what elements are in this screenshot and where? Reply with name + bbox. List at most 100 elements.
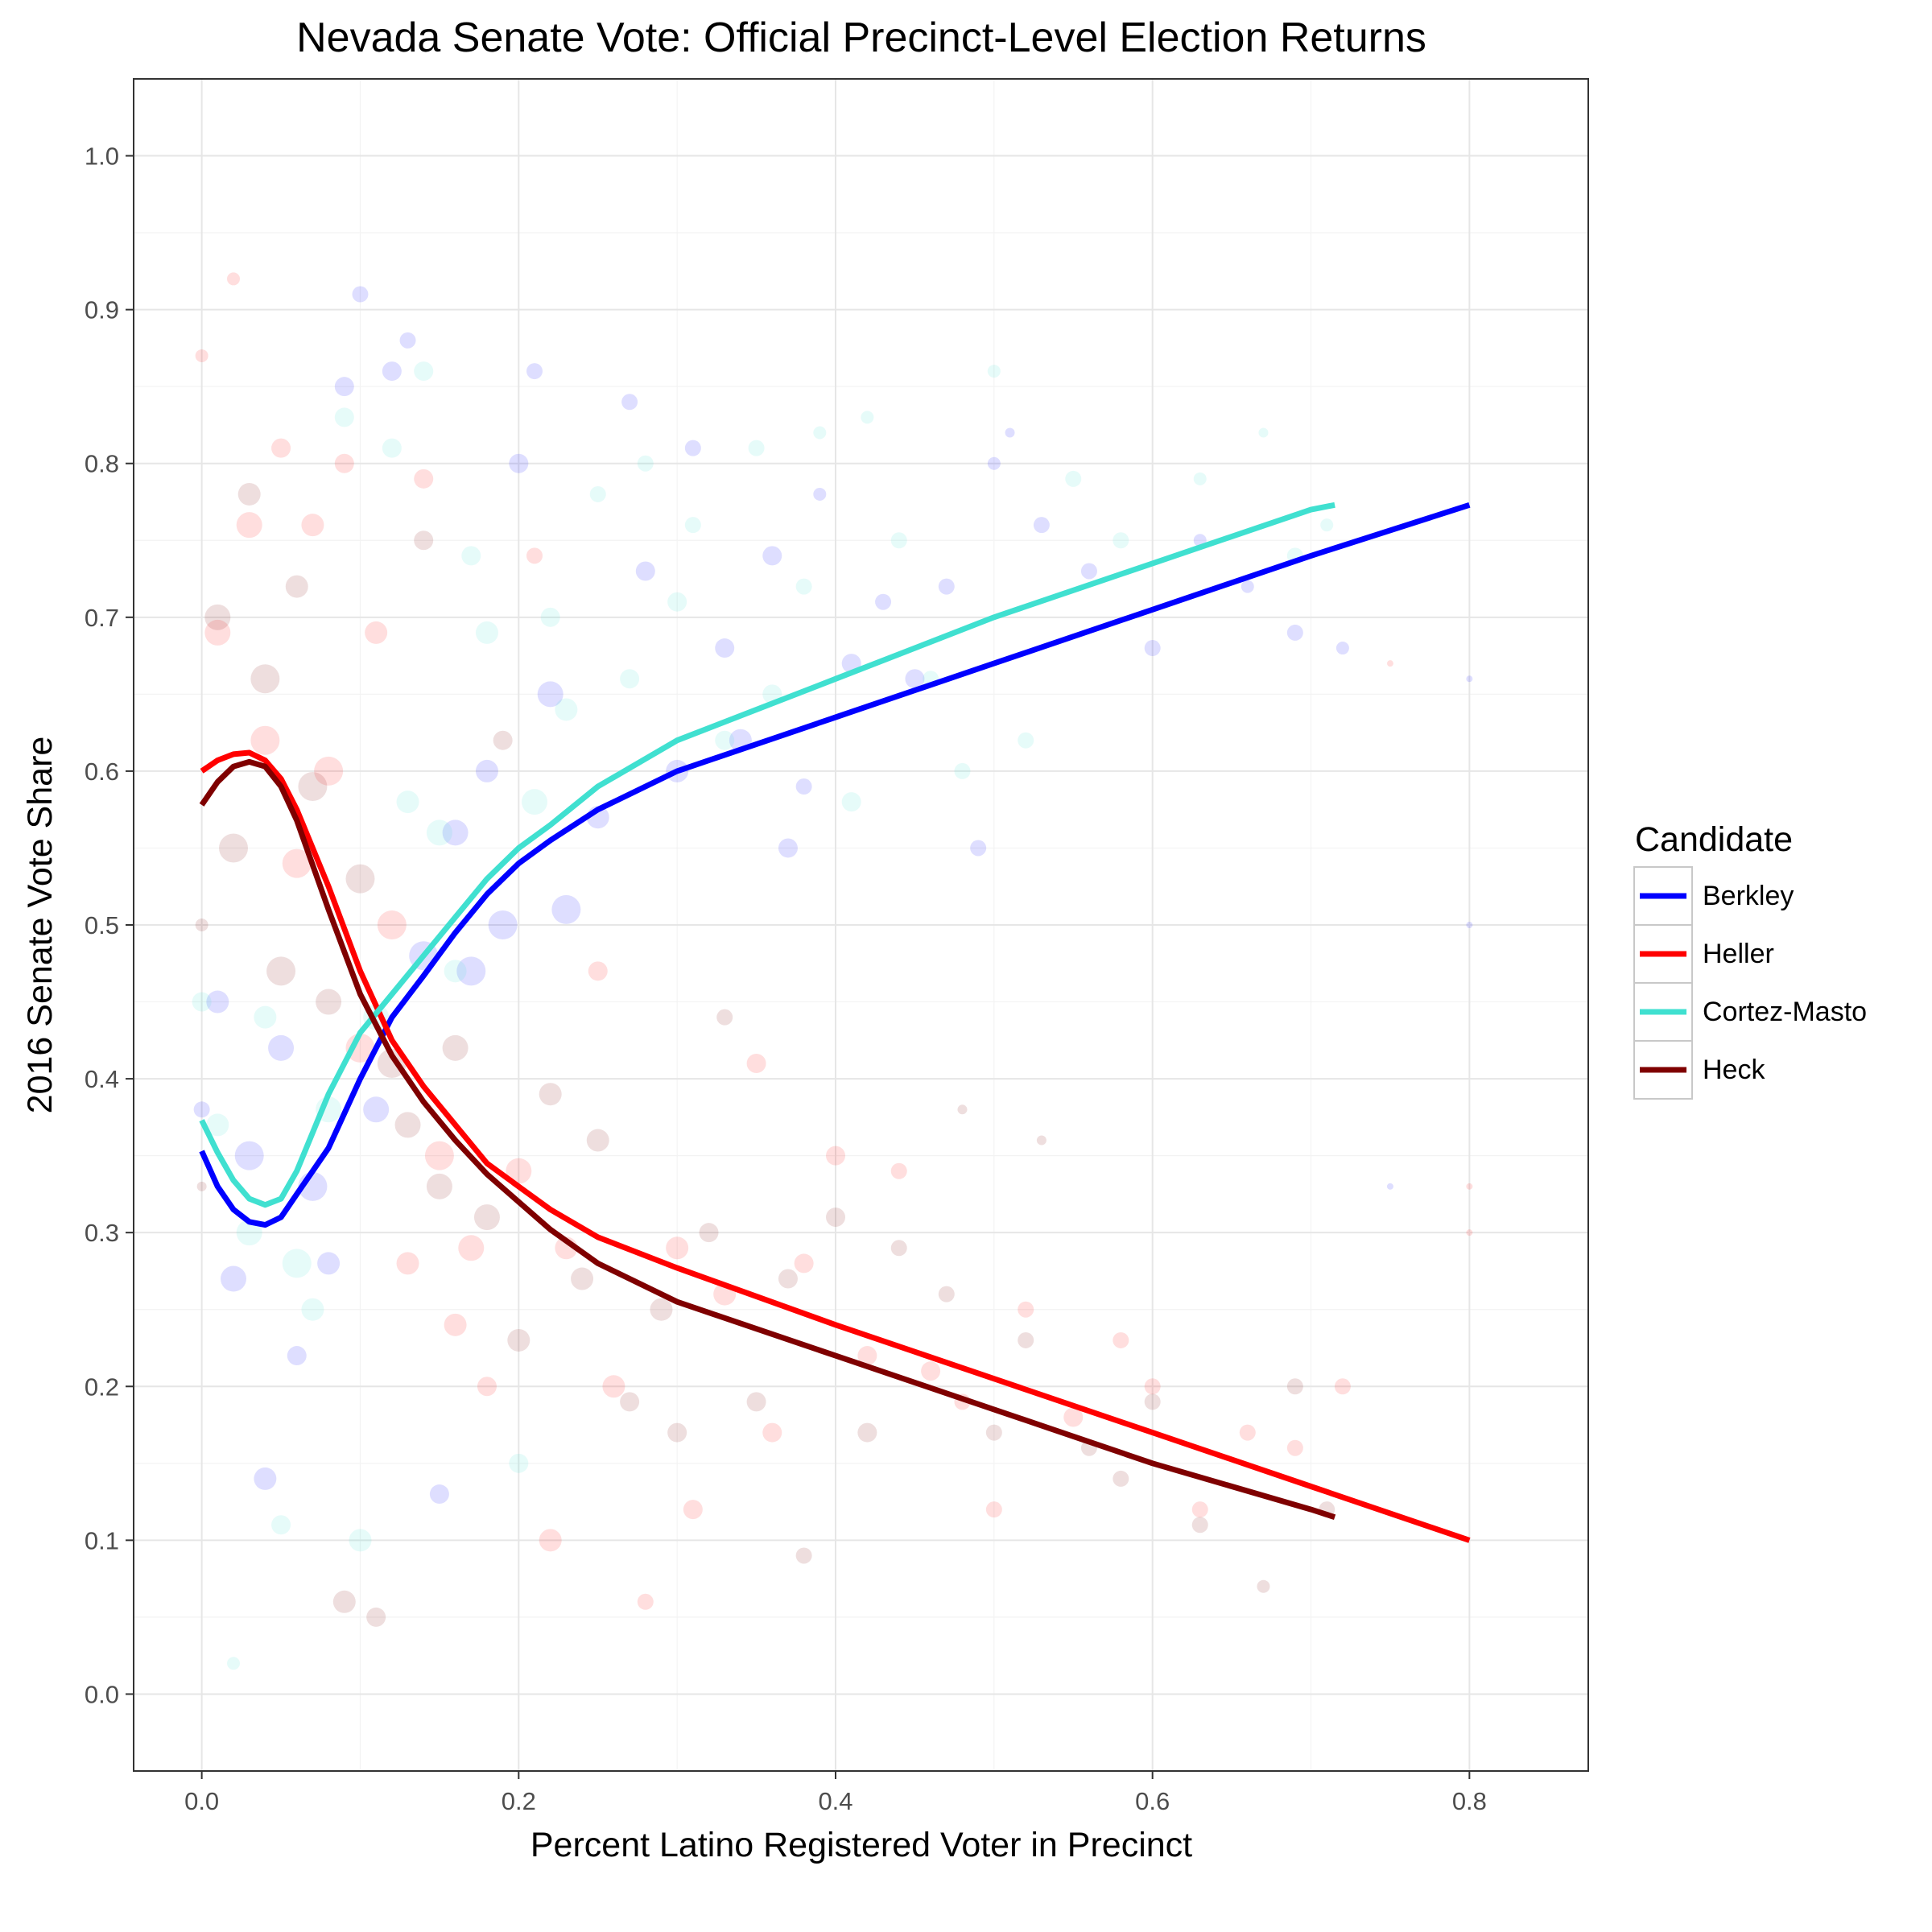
heller-point (424, 1141, 454, 1170)
heck-point (620, 1392, 640, 1412)
y-tick-label: 1.0 (85, 142, 119, 171)
berkley-point (509, 453, 529, 473)
heck-point (196, 1181, 207, 1191)
berkley-point (1241, 580, 1254, 593)
heller-point (271, 438, 291, 458)
cortez-masto-point (227, 1657, 241, 1670)
heck-point (219, 833, 249, 863)
berkley-point (987, 456, 1001, 470)
cortez-masto-point (1193, 472, 1207, 485)
heck-trend-line (199, 758, 1336, 1521)
berkley-point (287, 1346, 307, 1366)
berkley-point (621, 394, 638, 411)
heck-point (795, 1547, 812, 1564)
heck-point (586, 1129, 609, 1152)
berkley-point (221, 1265, 247, 1292)
berkley-point (537, 681, 564, 708)
x-tick-label: 0.8 (1452, 1787, 1487, 1815)
heck-point (414, 530, 434, 551)
cortez-masto-point (426, 819, 452, 846)
cortez-masto-point (684, 517, 701, 534)
heck-point (778, 1269, 798, 1289)
heck-point (1018, 1331, 1034, 1348)
berkley-point (635, 561, 655, 581)
berkley-point (1033, 517, 1050, 534)
cortez-masto-point (396, 791, 419, 814)
heck-point (507, 1328, 530, 1352)
legend-label-cortez-masto: Cortez-Masto (1703, 997, 1867, 1027)
cortez-masto-point (461, 546, 481, 566)
heller-point (414, 469, 434, 489)
berkley-point (382, 361, 402, 382)
berkley-point (206, 990, 229, 1013)
cortez-masto-point (555, 698, 578, 721)
heller-point (377, 910, 407, 939)
heck-point (426, 1173, 452, 1199)
heller-point (1286, 1439, 1303, 1456)
heller-point (1191, 1501, 1208, 1518)
legend-keys: Berkley Heller Cortez-Masto Heck (1633, 866, 1867, 1100)
heller-point (921, 1361, 941, 1381)
heck-point (493, 730, 513, 750)
berkley-point (352, 286, 369, 303)
berkley-point (1005, 427, 1015, 438)
cortez-masto-point (637, 455, 654, 472)
heck-point (571, 1267, 594, 1290)
berkley-point (795, 778, 812, 795)
heck-point (285, 575, 308, 598)
heck-point (1144, 1393, 1161, 1410)
heller-point (890, 1162, 907, 1179)
cortez-masto-point (861, 411, 874, 424)
heller-point (1018, 1301, 1034, 1318)
heller-point (250, 725, 280, 755)
minor-gridlines (134, 79, 1588, 1771)
cortez-masto-point (1258, 427, 1269, 438)
berkley-trend-line (199, 502, 1471, 1228)
cortez-masto-point (715, 730, 735, 750)
legend-title: Candidate (1635, 820, 1793, 859)
heck-point (266, 956, 296, 986)
legend-label-heck: Heck (1703, 1055, 1765, 1085)
y-tick-label: 0.0 (85, 1680, 119, 1708)
heller-point (1466, 1183, 1473, 1190)
heller-point (282, 848, 312, 878)
heck-point (699, 1223, 719, 1243)
y-tick-label: 0.3 (85, 1219, 119, 1247)
y-tick-label: 0.7 (85, 604, 119, 632)
heck-point (667, 1422, 687, 1443)
heller-point (637, 1593, 654, 1610)
x-axis-label: Percent Latino Registered Voter in Preci… (530, 1826, 1192, 1864)
heller-point (1063, 1407, 1084, 1427)
cortez-masto-point (301, 1298, 324, 1321)
heck-point (1113, 1470, 1129, 1487)
y-axis: 0.0 0.1 0.2 0.3 0.4 0.5 0.6 0.7 0.8 0.9 1.0 (85, 142, 134, 1708)
y-tick-label: 0.2 (85, 1373, 119, 1401)
heller-point (1334, 1378, 1351, 1395)
cortez-masto-point (795, 578, 812, 595)
y-tick-label: 0.6 (85, 758, 119, 786)
cortez-masto-point (349, 1529, 372, 1552)
berkley-point (317, 1252, 341, 1275)
heller-point (683, 1500, 703, 1520)
heller-point (301, 514, 324, 537)
berkley-point (1286, 624, 1303, 641)
heller-point (506, 1158, 532, 1184)
heller-point (444, 1313, 467, 1336)
berkley-point (813, 487, 827, 501)
trend-lines (199, 502, 1471, 1543)
heck-point (1286, 1378, 1303, 1395)
legend: Candidate Berkley Heller Cortez-Masto Heck (1633, 820, 1867, 1100)
berkley-point (875, 593, 892, 610)
chart-title: Nevada Senate Vote: Official Precinct-Le… (296, 14, 1426, 61)
cortez-masto-point (414, 361, 434, 382)
berkley-point (778, 838, 798, 858)
cortez-masto-point (206, 1113, 229, 1137)
x-tick-label: 0.4 (818, 1787, 852, 1815)
berkley-point (1386, 1183, 1393, 1190)
cortez-masto-point (236, 1220, 262, 1246)
major-gridlines (134, 79, 1588, 1771)
heck-point (366, 1607, 386, 1627)
heller-point (365, 621, 388, 644)
berkley-point (938, 578, 955, 595)
